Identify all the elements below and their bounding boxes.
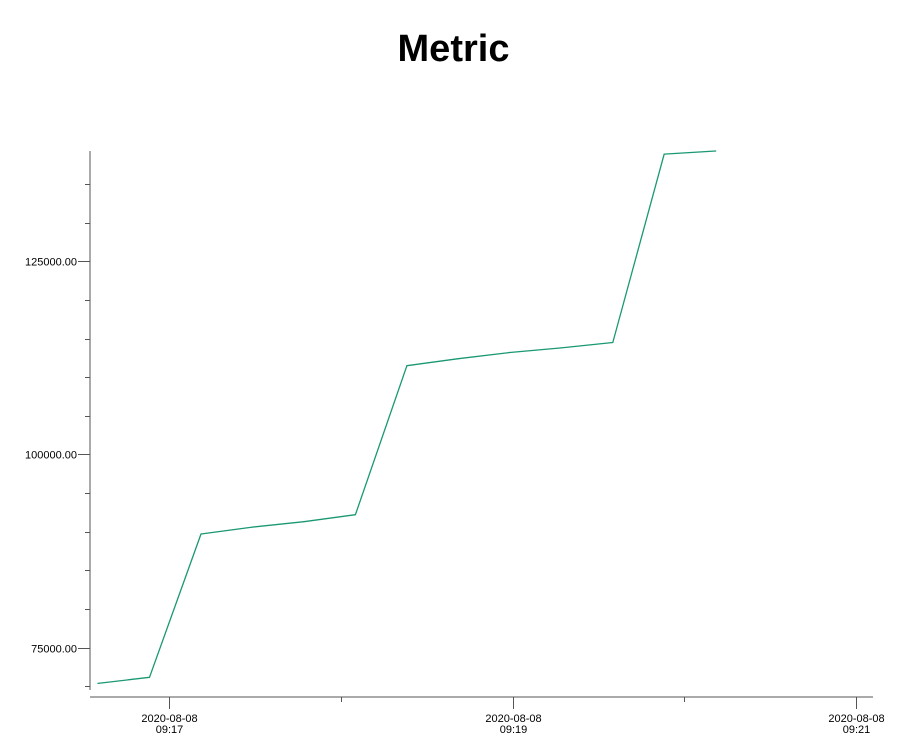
series-line xyxy=(97,150,716,685)
data-point xyxy=(251,526,253,528)
x-tick-label-time: 09:19 xyxy=(500,724,528,736)
data-point xyxy=(354,514,356,516)
x-tick-label-time: 09:17 xyxy=(156,724,184,736)
y-tick-label: 100000.00 xyxy=(25,450,77,462)
y-axis: 75000.00 100000.00 125000.00 xyxy=(25,151,91,690)
data-point xyxy=(457,358,459,360)
data-point xyxy=(148,676,151,678)
x-tick-label-date: 2020-08-08 xyxy=(485,713,541,725)
chart-title: Metric xyxy=(397,28,510,70)
data-point xyxy=(612,341,614,344)
data-point xyxy=(715,150,717,152)
data-point xyxy=(406,365,408,367)
x-tick-label-time: 09:21 xyxy=(843,724,871,736)
series-layer xyxy=(97,150,717,685)
x-tick-label-date: 2020-08-08 xyxy=(141,713,197,725)
data-point xyxy=(303,521,305,523)
data-point xyxy=(200,533,202,535)
y-tick-label: 75000.00 xyxy=(31,644,77,656)
x-tick-label-date: 2020-08-08 xyxy=(828,713,884,725)
data-point xyxy=(663,153,665,155)
y-tick-label: 125000.00 xyxy=(25,257,77,269)
data-point xyxy=(509,351,511,354)
x-axis: 2020-08-0809:172020-08-0809:192020-08-08… xyxy=(90,696,885,736)
data-point xyxy=(560,347,562,349)
data-point xyxy=(97,682,99,685)
